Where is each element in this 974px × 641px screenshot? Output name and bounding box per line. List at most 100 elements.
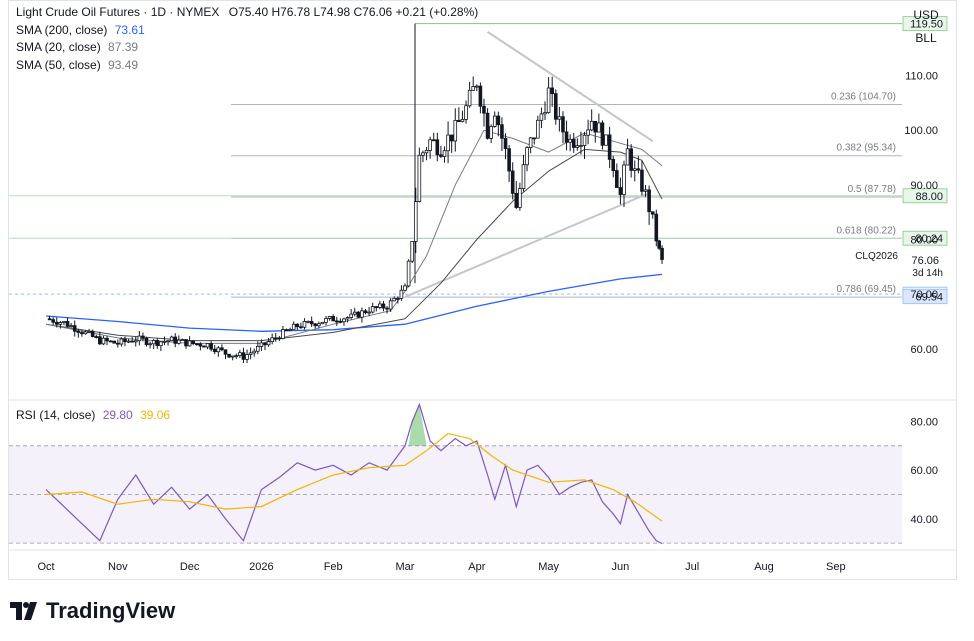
- candle-body: [137, 335, 142, 342]
- candle-body: [367, 311, 371, 314]
- sma50-label[interactable]: SMA (50, close): [16, 57, 101, 72]
- symbol-title[interactable]: Light Crude Oil Futures · 1D · NYMEX: [16, 5, 220, 19]
- ohlc-readout: O75.40 H76.78 L74.98 C76.06 +0.21 (+0.28…: [228, 5, 479, 19]
- time-tick-label: Jun: [612, 561, 630, 573]
- candle-body: [277, 337, 282, 340]
- candle-body: [108, 340, 113, 343]
- candle-body: [198, 343, 203, 347]
- candle-body: [259, 342, 264, 347]
- candle-body: [212, 348, 217, 353]
- candle-body: [539, 113, 544, 121]
- candle-body: [105, 337, 109, 342]
- sma20-label[interactable]: SMA (20, close): [16, 40, 101, 54]
- fib-label: 0.786 (69.45): [837, 284, 897, 295]
- unit-button[interactable]: BLL: [915, 31, 937, 45]
- candle-body: [564, 131, 569, 143]
- candle-body: [51, 319, 55, 323]
- candle-body: [288, 328, 292, 331]
- candle-body: [313, 323, 318, 327]
- contract-countdown: 3d 14h: [912, 268, 943, 279]
- candle-body: [166, 340, 170, 343]
- candle-body: [589, 120, 594, 131]
- rsi-label[interactable]: RSI (14, close): [16, 408, 96, 422]
- candle-body: [184, 339, 188, 347]
- price-tick-label: 70.00: [910, 289, 938, 301]
- candle-body: [324, 318, 328, 323]
- candle-body: [159, 341, 163, 346]
- upper-trendline: [487, 31, 654, 142]
- candle-body: [496, 115, 501, 126]
- rsi-tick-label: 40.00: [910, 514, 938, 526]
- candle-body: [230, 355, 235, 358]
- candles: [47, 76, 664, 364]
- candle-body: [342, 318, 346, 323]
- rsi-tick-label: 60.00: [910, 465, 938, 477]
- candle-body: [191, 340, 195, 345]
- sma200-label[interactable]: SMA (200, close): [16, 22, 108, 37]
- candle-body: [306, 320, 310, 323]
- candle-body: [363, 310, 368, 314]
- candle-body: [162, 340, 167, 343]
- contract-name: CLQ2026: [855, 251, 898, 262]
- sma20-value: 87.39: [108, 40, 139, 54]
- price-label-box: [902, 16, 948, 32]
- lower-trendline: [404, 192, 650, 298]
- candle-body: [575, 145, 580, 148]
- candle-body: [439, 154, 443, 157]
- candle-body: [101, 337, 106, 345]
- candle-body: [151, 340, 156, 345]
- axes: 60.00 70.00 80.00 90.00 100.00 110.00 CLQ2026 7…: [9, 71, 957, 573]
- rsi-panel: 40.00 60.00 80.00: [9, 402, 938, 545]
- candle-body: [546, 87, 551, 113]
- tradingview-mark-icon: [10, 602, 37, 620]
- candle-body: [370, 306, 375, 313]
- time-tick-label: Apr: [468, 561, 485, 573]
- candle-body: [331, 316, 335, 322]
- candle-body: [385, 307, 389, 310]
- legend: Light Crude Oil Futures · 1D · NYMEX O75…: [16, 4, 478, 74]
- candle-body: [338, 320, 343, 323]
- tradingview-logo[interactable]: TradingView: [10, 598, 175, 624]
- price-label-box: [902, 289, 948, 305]
- candle-body: [256, 346, 260, 352]
- candle-body: [133, 340, 138, 343]
- candle-body: [374, 306, 379, 308]
- horizontal-levels: 119.50 88.00 80.24 70.0069.54: [9, 16, 948, 305]
- currency-button[interactable]: USD: [913, 8, 939, 22]
- candle-body: [58, 322, 63, 325]
- candle-body: [510, 170, 515, 194]
- candle-body: [457, 119, 461, 122]
- candle-body: [69, 325, 73, 328]
- candle-body: [87, 330, 91, 333]
- candle-body: [223, 349, 228, 355]
- brand-name: TradingView: [46, 598, 176, 623]
- candle-body: [410, 241, 414, 262]
- contract-price: 76.06: [911, 255, 939, 267]
- candle-body: [442, 150, 447, 157]
- candle-body: [220, 347, 224, 351]
- candle-body: [543, 112, 547, 115]
- candle-body: [622, 164, 626, 195]
- price-tick-label: 90.00: [910, 180, 938, 192]
- candle-body: [586, 129, 590, 136]
- candle-body: [597, 122, 601, 133]
- candle-body: [202, 345, 206, 348]
- candle-body: [238, 352, 242, 357]
- candle-body: [643, 189, 648, 192]
- candle-body: [446, 134, 450, 152]
- candle-body: [345, 317, 350, 320]
- candle-body: [295, 323, 300, 328]
- candle-body: [413, 201, 418, 242]
- price-tick-label: 100.00: [904, 125, 938, 137]
- candle-body: [449, 134, 454, 142]
- candle-body: [360, 310, 364, 318]
- candle-body: [406, 260, 411, 287]
- candle-body: [209, 343, 213, 350]
- candle-body: [478, 85, 483, 107]
- candle-body: [579, 145, 583, 147]
- candle-body: [528, 137, 533, 148]
- candle-body: [112, 340, 117, 344]
- candle-body: [216, 347, 221, 353]
- candle-body: [485, 112, 490, 139]
